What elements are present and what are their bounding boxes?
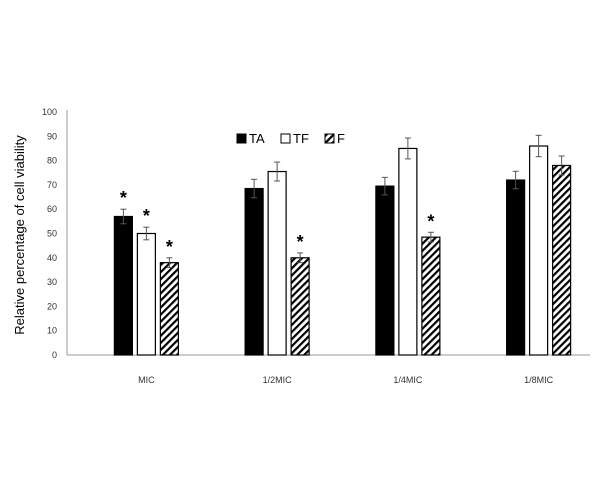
legend-swatch-F — [324, 133, 335, 144]
bar-TA-MIC — [113, 215, 133, 356]
x-tick-label: MIC — [138, 375, 155, 385]
y-tick-label: 0 — [52, 350, 57, 360]
y-axis-label: Relative percentage of cell viability — [12, 135, 27, 335]
x-tick-label: 1/4MIC — [393, 375, 423, 385]
bar-TF-1/2MIC — [267, 170, 287, 356]
legend-label: TA — [249, 131, 265, 146]
y-tick-label: 100 — [42, 107, 57, 117]
bar-TF-1/8MIC — [529, 145, 549, 356]
bar-TF-1/4MIC — [398, 147, 418, 356]
significance-marker: * — [120, 188, 127, 208]
significance-marker: * — [143, 206, 150, 226]
legend-swatch-TF — [280, 133, 291, 144]
x-tick-label: 1/8MIC — [524, 375, 554, 385]
y-tick-label: 40 — [47, 253, 57, 263]
y-tick-label: 60 — [47, 204, 57, 214]
y-tick-label: 70 — [47, 180, 57, 190]
y-tick-label: 90 — [47, 131, 57, 141]
y-tick-label: 80 — [47, 156, 57, 166]
significance-marker: * — [427, 211, 434, 231]
bar-F-MIC — [159, 262, 179, 356]
legend-swatch-TA — [236, 133, 247, 144]
legend-label: TF — [293, 131, 309, 146]
y-tick-label: 30 — [47, 277, 57, 287]
significance-marker: * — [166, 237, 173, 257]
bar-TA-1/8MIC — [506, 179, 526, 356]
y-tick-label: 50 — [47, 229, 57, 239]
bar-TA-1/2MIC — [244, 187, 264, 356]
bar-TA-1/4MIC — [375, 185, 395, 356]
bar-F-1/4MIC — [421, 236, 441, 356]
x-tick-label: 1/2MIC — [263, 375, 293, 385]
y-tick-label: 20 — [47, 301, 57, 311]
y-tick-label: 10 — [47, 326, 57, 336]
significance-marker: * — [297, 232, 304, 252]
bar-TF-MIC — [136, 232, 156, 356]
legend-label: F — [337, 131, 345, 146]
bar-F-1/2MIC — [290, 257, 310, 356]
bar-F-1/8MIC — [552, 164, 572, 356]
